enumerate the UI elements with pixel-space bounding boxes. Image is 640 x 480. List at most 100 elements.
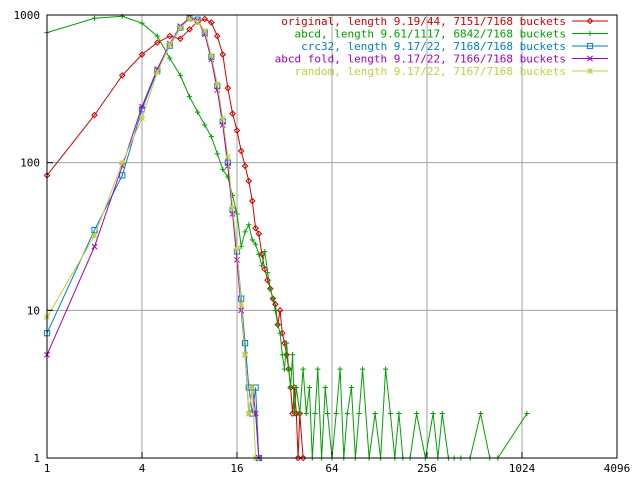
x-tick-label: 4 (139, 462, 146, 475)
axis-ticks: 1 4 16 64 256 1024 4096 1 10 100 1000 (14, 9, 631, 475)
data-point (234, 246, 240, 253)
y-tick-label: 100 (20, 157, 40, 170)
data-point (387, 410, 393, 417)
data-point (242, 351, 249, 358)
data-point (229, 210, 236, 217)
data-point (208, 52, 215, 59)
data-point (177, 24, 184, 31)
data-point (242, 229, 248, 235)
data-point (91, 243, 98, 250)
data-point (186, 16, 193, 22)
data-point (245, 177, 253, 185)
data-point (238, 307, 245, 314)
data-point (213, 32, 221, 40)
x-tick-label: 4096 (604, 462, 631, 475)
data-point (586, 17, 594, 25)
data-point (118, 72, 126, 79)
x-tick-label: 16 (230, 462, 243, 475)
data-point (119, 159, 126, 166)
legend-label: abcd fold, length 9.17/22, 7166/7168 buc… (275, 53, 566, 66)
data-point (167, 55, 173, 61)
data-point (275, 322, 281, 328)
data-point (586, 42, 594, 50)
data-point (201, 15, 209, 23)
data-point (255, 230, 263, 238)
data-point (208, 134, 214, 140)
data-point (166, 32, 174, 40)
data-point (91, 15, 98, 21)
data-point (249, 237, 255, 243)
data-point (224, 84, 232, 92)
data-point (300, 366, 306, 372)
data-point (289, 352, 296, 358)
legend: original, length 9.19/44, 7151/7168 buck… (275, 15, 608, 78)
data-point (272, 307, 278, 313)
data-point (296, 410, 304, 417)
data-point (276, 307, 284, 314)
data-point (154, 33, 160, 39)
data-point (383, 366, 389, 372)
data-point (312, 410, 318, 417)
data-point (269, 295, 277, 302)
legend-label: crc32, length 9.17/22, 7168/7168 buckets (301, 40, 566, 53)
y-tick-label: 1 (33, 452, 40, 465)
data-point (324, 410, 331, 417)
data-point (220, 166, 226, 173)
data-point (524, 410, 530, 417)
data-point (344, 410, 350, 417)
data-point (277, 330, 283, 336)
data-point (478, 410, 484, 417)
data-point (202, 122, 208, 128)
data-point (91, 111, 98, 119)
data-point (356, 410, 362, 417)
data-point (229, 110, 236, 117)
data-point (439, 410, 445, 417)
data-point (414, 410, 420, 417)
data-point (194, 18, 201, 25)
y-tick-label: 10 (27, 304, 40, 317)
data-point (322, 384, 328, 391)
x-tick-label: 1024 (509, 462, 536, 475)
legend-label: original, length 9.19/44, 7151/7168 buck… (281, 15, 566, 28)
data-point (214, 81, 221, 88)
data-point (587, 68, 593, 74)
data-point (253, 241, 259, 247)
data-point (252, 224, 259, 232)
data-point (264, 270, 271, 276)
data-point (246, 222, 252, 228)
x-tick-label: 64 (325, 462, 339, 475)
x-tick-label: 1 (44, 462, 51, 475)
y-tick-label: 1000 (14, 9, 41, 22)
data-point (299, 454, 307, 462)
data-point (119, 172, 126, 179)
data-point (194, 109, 201, 115)
grid-lines (47, 15, 617, 458)
data-point (177, 72, 183, 78)
data-point (430, 410, 436, 417)
data-point (208, 19, 215, 26)
data-point (359, 366, 366, 372)
data-point (153, 39, 161, 46)
data-point (291, 410, 298, 417)
data-point (186, 26, 193, 33)
data-point (241, 339, 249, 347)
data-point (256, 251, 262, 257)
data-point (587, 30, 593, 37)
data-point (219, 122, 226, 128)
data-point (264, 276, 271, 284)
data-point (224, 153, 231, 160)
data-point (177, 35, 184, 43)
data-point (306, 384, 312, 391)
data-point (284, 340, 290, 346)
data-point (201, 27, 208, 34)
data-point (138, 51, 146, 58)
data-point (279, 352, 285, 358)
data-point (91, 232, 98, 239)
data-point (214, 151, 220, 157)
data-point (372, 410, 378, 417)
data-point (274, 321, 282, 328)
legend-label: random, length 9.17/22, 7167/7168 bucket… (294, 65, 566, 78)
data-point (259, 263, 265, 269)
data-point (245, 410, 252, 417)
data-point (166, 41, 173, 48)
